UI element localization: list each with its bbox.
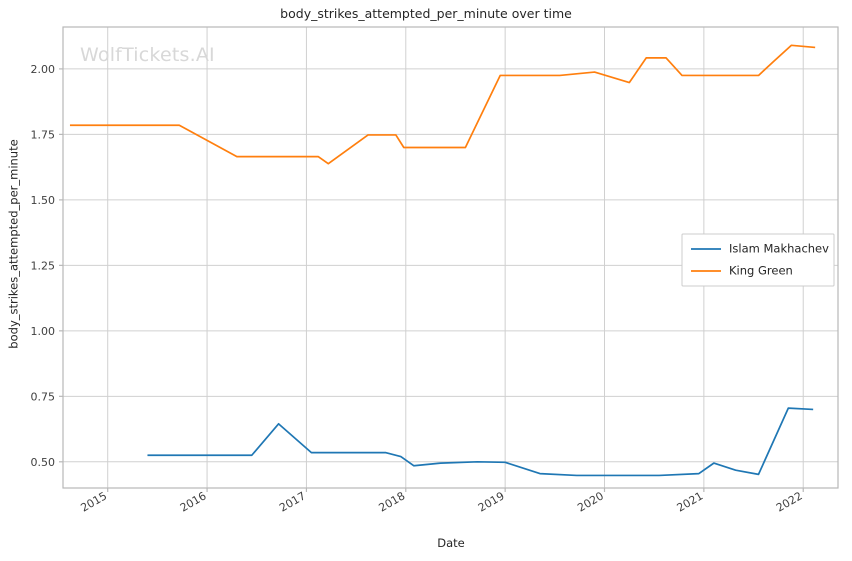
series-line (69, 44, 816, 165)
x-tick-label: 2019 (476, 489, 507, 514)
y-tick-label: 1.00 (31, 325, 56, 338)
y-tick-label: 1.50 (31, 194, 56, 207)
y-tick-label: 2.00 (31, 63, 56, 76)
series-line (147, 407, 814, 477)
legend-box (681, 233, 835, 287)
x-axis-label: Date (437, 536, 465, 550)
x-tick-label: 2016 (178, 489, 209, 514)
data-series-group (69, 44, 816, 477)
legend-label: King Green (729, 264, 793, 278)
y-tick-label: 0.75 (31, 390, 56, 403)
x-tick-label: 2018 (377, 489, 408, 514)
plot-frame (62, 26, 839, 489)
x-tick-label: 2015 (78, 489, 109, 514)
x-tick-label: 2020 (575, 489, 606, 514)
y-tick-label: 1.25 (31, 259, 56, 272)
x-tick-label: 2017 (277, 489, 308, 514)
x-tick-label: 2022 (774, 489, 805, 514)
legend-label: Islam Makhachev (729, 242, 829, 256)
y-axis-label: body_strikes_attempted_per_minute (2, 0, 26, 488)
chart-title: body_strikes_attempted_per_minute over t… (280, 6, 572, 21)
y-tick-label: 1.75 (31, 128, 56, 141)
y-axis-label-text: body_strikes_attempted_per_minute (7, 139, 21, 349)
x-axis-ticks: 2015 2016 2017 2018 2019 2020 2021 2022 (78, 488, 805, 515)
legend: Islam Makhachev King Green (681, 233, 835, 287)
y-axis-ticks: 0.50 0.75 1.00 1.25 1.50 1.75 2.00 (31, 63, 63, 469)
y-tick-label: 0.50 (31, 456, 56, 469)
x-tick-label: 2021 (675, 489, 706, 514)
